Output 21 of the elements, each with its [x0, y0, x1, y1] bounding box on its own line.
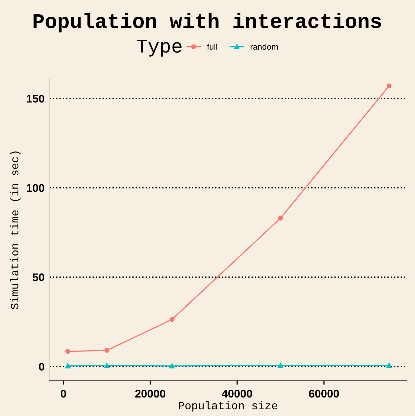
- point: [278, 216, 284, 221]
- x-tick-label: 20000: [135, 390, 166, 398]
- y-tick-label: 150: [27, 94, 44, 103]
- point: [66, 349, 70, 354]
- point: [104, 348, 110, 354]
- legend-title: Type: [137, 40, 182, 57]
- y-tick-label: 50: [32, 274, 44, 282]
- point: [386, 84, 392, 89]
- point: [104, 363, 110, 368]
- legend-label: random: [250, 44, 278, 50]
- point: [170, 317, 175, 322]
- y-tick-label: 100: [27, 184, 44, 192]
- chart-title: Population with interactions: [34, 13, 382, 33]
- x-tick-label: 0: [61, 390, 66, 398]
- x-axis-title: Population size: [179, 401, 278, 412]
- x-tick-label: 60000: [309, 390, 340, 398]
- x-tick-label: 40000: [222, 390, 252, 398]
- legend-label: full: [207, 44, 218, 50]
- y-tick-label: 0: [39, 362, 44, 371]
- point: [170, 364, 175, 369]
- y-axis-title: Simulation time (in sec): [10, 152, 21, 310]
